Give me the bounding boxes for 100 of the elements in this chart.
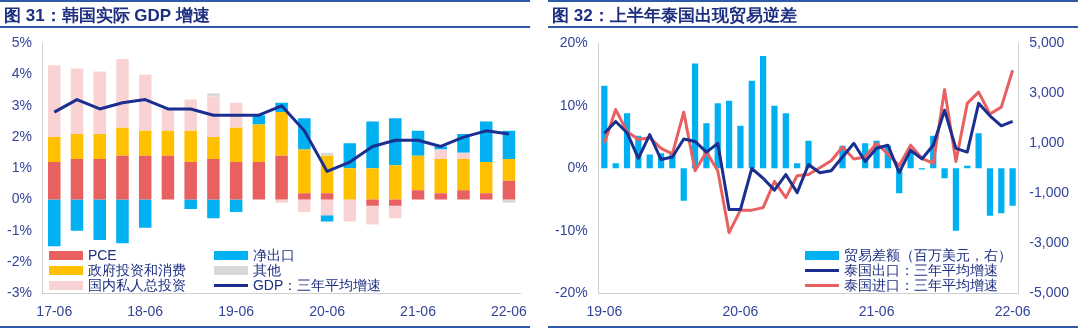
bar: [320, 152, 334, 156]
bar: [612, 163, 619, 169]
legend-label: 国内私人总投资: [87, 277, 186, 294]
bar: [298, 149, 311, 194]
bar: [161, 155, 175, 200]
x-tick-label: 22-06: [994, 303, 1031, 320]
y-tick-label: -20%: [555, 284, 588, 301]
bar: [389, 199, 402, 206]
bar: [252, 124, 266, 163]
bar: [366, 168, 379, 200]
bar: [794, 163, 801, 169]
bar: [320, 215, 334, 222]
y-tick-label: 4%: [11, 65, 32, 82]
bar: [366, 205, 379, 225]
bar: [93, 71, 106, 134]
bar: [70, 133, 84, 159]
legend-label: 政府投资和消费: [87, 262, 186, 279]
bar: [207, 137, 220, 159]
y-tick-label: 0%: [11, 190, 32, 207]
x-tick-label: 17-06: [36, 303, 73, 320]
chart-title: 图 31：韩国实际 GDP 增速: [4, 5, 210, 27]
bar: [941, 168, 948, 179]
y-tick-label: 5%: [11, 34, 32, 51]
y2-tick-label: 1,000: [1029, 134, 1065, 151]
bar: [748, 80, 755, 169]
bar: [760, 55, 767, 169]
bar: [93, 133, 106, 159]
bar: [161, 108, 175, 131]
y2-tick-label: 3,000: [1029, 84, 1065, 101]
y2-tick-label: 5,000: [1029, 34, 1065, 51]
bar: [48, 65, 61, 138]
bar: [275, 199, 288, 203]
bar: [48, 137, 61, 163]
bar: [502, 180, 516, 200]
y-tick-label: -10%: [555, 221, 588, 238]
bar: [502, 158, 516, 181]
bar: [207, 96, 220, 138]
x-tick-label: 19-06: [586, 303, 623, 320]
bar: [207, 199, 220, 219]
bar: [366, 199, 379, 206]
bar: [298, 199, 311, 213]
legend-label: GDP：三年平均增速: [252, 277, 382, 294]
bar: [434, 149, 447, 159]
y-tick-label: 2%: [11, 127, 32, 144]
y-tick-label: 20%: [559, 34, 588, 51]
bar: [389, 165, 402, 200]
legend-label: 泰国出口：三年平均增速: [844, 262, 999, 279]
bar: [343, 168, 357, 200]
bar: [138, 74, 152, 131]
bar: [389, 118, 402, 166]
x-tick-label: 18-06: [127, 303, 164, 320]
bar: [298, 193, 311, 200]
bar: [771, 105, 778, 169]
bar: [116, 127, 129, 156]
bar: [1009, 168, 1016, 206]
bar: [184, 99, 197, 131]
y-tick-label: -2%: [6, 252, 32, 269]
bar: [229, 199, 243, 213]
bar: [275, 155, 288, 200]
bar: [161, 130, 175, 156]
bar: [434, 158, 447, 194]
bar: [116, 155, 129, 200]
bar: [320, 193, 334, 200]
legend-label: 泰国进口：三年平均增速: [844, 277, 999, 294]
bar: [184, 162, 197, 200]
bar: [229, 127, 243, 163]
bar: [116, 199, 129, 244]
bar: [782, 113, 789, 169]
y-tick-label: -1%: [6, 221, 32, 238]
bar: [138, 130, 152, 156]
bar: [434, 193, 447, 200]
y-tick-label: 3%: [11, 96, 32, 113]
bar: [70, 199, 84, 231]
bar: [411, 155, 425, 191]
bar: [986, 168, 994, 216]
bar: [70, 158, 84, 200]
bar: [389, 205, 402, 219]
chart-title: 图 32：上半年泰国出现贸易逆差: [552, 5, 797, 27]
bar: [93, 158, 106, 200]
bar: [320, 199, 334, 216]
bar: [70, 68, 84, 134]
bar: [229, 162, 243, 200]
bar: [138, 199, 152, 228]
bar: [275, 112, 288, 156]
bar: [952, 168, 960, 231]
x-tick-label: 21-06: [858, 303, 895, 320]
y2-tick-label: -1,000: [1029, 184, 1070, 201]
y-tick-label: 0%: [567, 159, 588, 176]
bar: [48, 199, 61, 247]
bar: [343, 199, 357, 222]
bar: [457, 152, 470, 159]
legend-label: 净出口: [252, 247, 295, 264]
bar: [975, 133, 982, 169]
bar: [207, 93, 220, 97]
bar: [457, 158, 470, 191]
bar: [998, 168, 1005, 214]
legend-label: 其他: [252, 262, 281, 279]
x-tick-label: 20-06: [722, 303, 759, 320]
y2-tick-label: -3,000: [1029, 234, 1070, 251]
bar: [366, 121, 379, 169]
